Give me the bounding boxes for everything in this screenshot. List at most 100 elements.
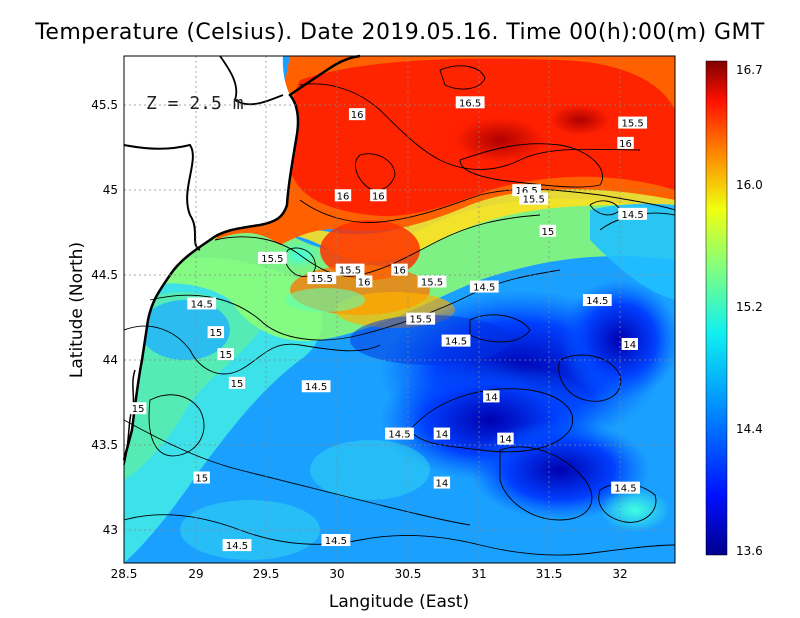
contour-label-box xyxy=(348,108,366,121)
contour-label: 16 xyxy=(393,266,406,277)
map-title: Temperature (Celsius). Date 2019.05.16. … xyxy=(35,20,765,45)
contour-label-box xyxy=(129,402,147,415)
x-tick-label: 32 xyxy=(612,567,627,581)
x-tick-label: 31 xyxy=(471,567,486,581)
contour-label: 14.5 xyxy=(305,382,327,393)
contour-label: 15.5 xyxy=(421,277,443,288)
contour-label-box xyxy=(222,539,252,552)
contour-label-box xyxy=(519,192,549,205)
border-line xyxy=(219,55,284,106)
contour-label-box xyxy=(385,427,414,440)
coastline xyxy=(122,54,361,461)
contour-label: 14.5 xyxy=(614,484,636,495)
contour-label: 14 xyxy=(623,340,636,351)
contour-label: 14 xyxy=(436,430,449,441)
contour-label-box xyxy=(433,476,451,489)
contour-label-box xyxy=(433,427,451,440)
plot-frame xyxy=(123,55,676,564)
contour-label: 14.5 xyxy=(325,536,347,547)
contour-label-box xyxy=(469,280,499,293)
y-tick-label: 43 xyxy=(103,523,118,537)
colorbar-tick: 16.7 xyxy=(736,63,763,77)
contour-label: 14.5 xyxy=(586,296,608,307)
contour-label: 15.5 xyxy=(410,315,432,326)
contour-label-box xyxy=(539,224,557,237)
colorbar-tick: 16.0 xyxy=(736,178,763,192)
contour-label-box xyxy=(455,96,485,109)
y-tick-label: 44.5 xyxy=(91,268,118,282)
contour-label: 14 xyxy=(485,392,498,403)
contour-label-box xyxy=(441,334,471,347)
y-tick-label: 45 xyxy=(103,183,118,197)
contour-label: 16 xyxy=(372,191,385,202)
contour-label: 16.5 xyxy=(459,98,481,109)
colorbar-tick: 13.6 xyxy=(736,544,763,558)
x-tick-label: 30 xyxy=(329,567,344,581)
contour-label-box xyxy=(618,116,648,129)
contour-label-box xyxy=(355,275,373,288)
contour-label-box xyxy=(497,432,514,445)
y-axis-label: Latitude (North) xyxy=(67,242,87,378)
contour-label-box xyxy=(611,481,640,494)
river-line xyxy=(123,143,201,251)
land-mass xyxy=(124,56,298,460)
contour-label: 14.5 xyxy=(388,430,410,441)
contour-label-box xyxy=(335,263,365,276)
contour-label: 16 xyxy=(337,191,350,202)
contour-label: 14.5 xyxy=(191,299,213,310)
contour-label-box xyxy=(207,326,225,339)
contour-label: 16 xyxy=(351,110,364,121)
contour-label-box xyxy=(334,189,352,202)
contour-label-box xyxy=(321,534,351,547)
contour-label: 14.5 xyxy=(226,541,248,552)
contour-label-box xyxy=(257,251,287,264)
depth-label: Z = 2.5 m xyxy=(146,93,244,114)
contour-label: 15 xyxy=(132,404,145,415)
contour-label: 15.5 xyxy=(261,254,283,265)
y-tick-label: 43.5 xyxy=(91,438,118,452)
contour-label: 14 xyxy=(436,479,449,490)
contour-label-box xyxy=(187,297,217,310)
contour-lines xyxy=(124,65,675,556)
colorbar-tick: 14.4 xyxy=(736,422,763,436)
x-axis-label: Langitude (East) xyxy=(329,592,469,612)
contour-label: 15 xyxy=(195,474,208,485)
x-tick-label: 29 xyxy=(188,567,203,581)
contour-label-box xyxy=(582,294,612,307)
contour-label: 15 xyxy=(541,227,554,238)
contour-label: 14.5 xyxy=(445,337,467,348)
contour-label-box xyxy=(193,471,210,484)
contour-label-box xyxy=(618,207,648,220)
contour-label-box xyxy=(301,380,331,393)
contour-label-box xyxy=(406,312,436,325)
contour-label-box xyxy=(217,348,234,361)
x-tick-label: 30.5 xyxy=(395,567,422,581)
contour-label: 16.5 xyxy=(516,186,538,197)
x-axis: 28.5 29 29.5 30 30.5 31 31.5 32 xyxy=(111,567,628,581)
colorbar-tick: 15.2 xyxy=(736,300,763,314)
contour-label: 15 xyxy=(231,379,244,390)
y-tick-label: 44 xyxy=(103,353,118,367)
contour-label: 15 xyxy=(219,350,232,361)
contour-label: 15.5 xyxy=(523,195,545,206)
x-tick-label: 31.5 xyxy=(536,567,563,581)
x-tick-label: 29.5 xyxy=(253,567,280,581)
contour-label: 15.5 xyxy=(339,266,361,277)
contour-label: 15 xyxy=(209,328,222,339)
y-tick-label: 45.5 xyxy=(91,98,118,112)
contour-label: 15.5 xyxy=(621,119,643,130)
contour-label: 14 xyxy=(499,435,512,446)
contour-label: 15.5 xyxy=(311,274,333,285)
contour-label-box xyxy=(483,390,500,403)
y-axis: 45.5 45 44.5 44 43.5 43 xyxy=(91,98,118,537)
contour-label-box xyxy=(417,275,447,288)
grid-lines xyxy=(124,56,675,563)
x-tick-label: 28.5 xyxy=(111,567,138,581)
colorbar xyxy=(705,60,728,556)
contour-label-box xyxy=(617,136,634,149)
contour-label: 16 xyxy=(358,277,371,288)
contour-label: 16 xyxy=(619,139,632,150)
contour-label-box xyxy=(228,376,246,389)
